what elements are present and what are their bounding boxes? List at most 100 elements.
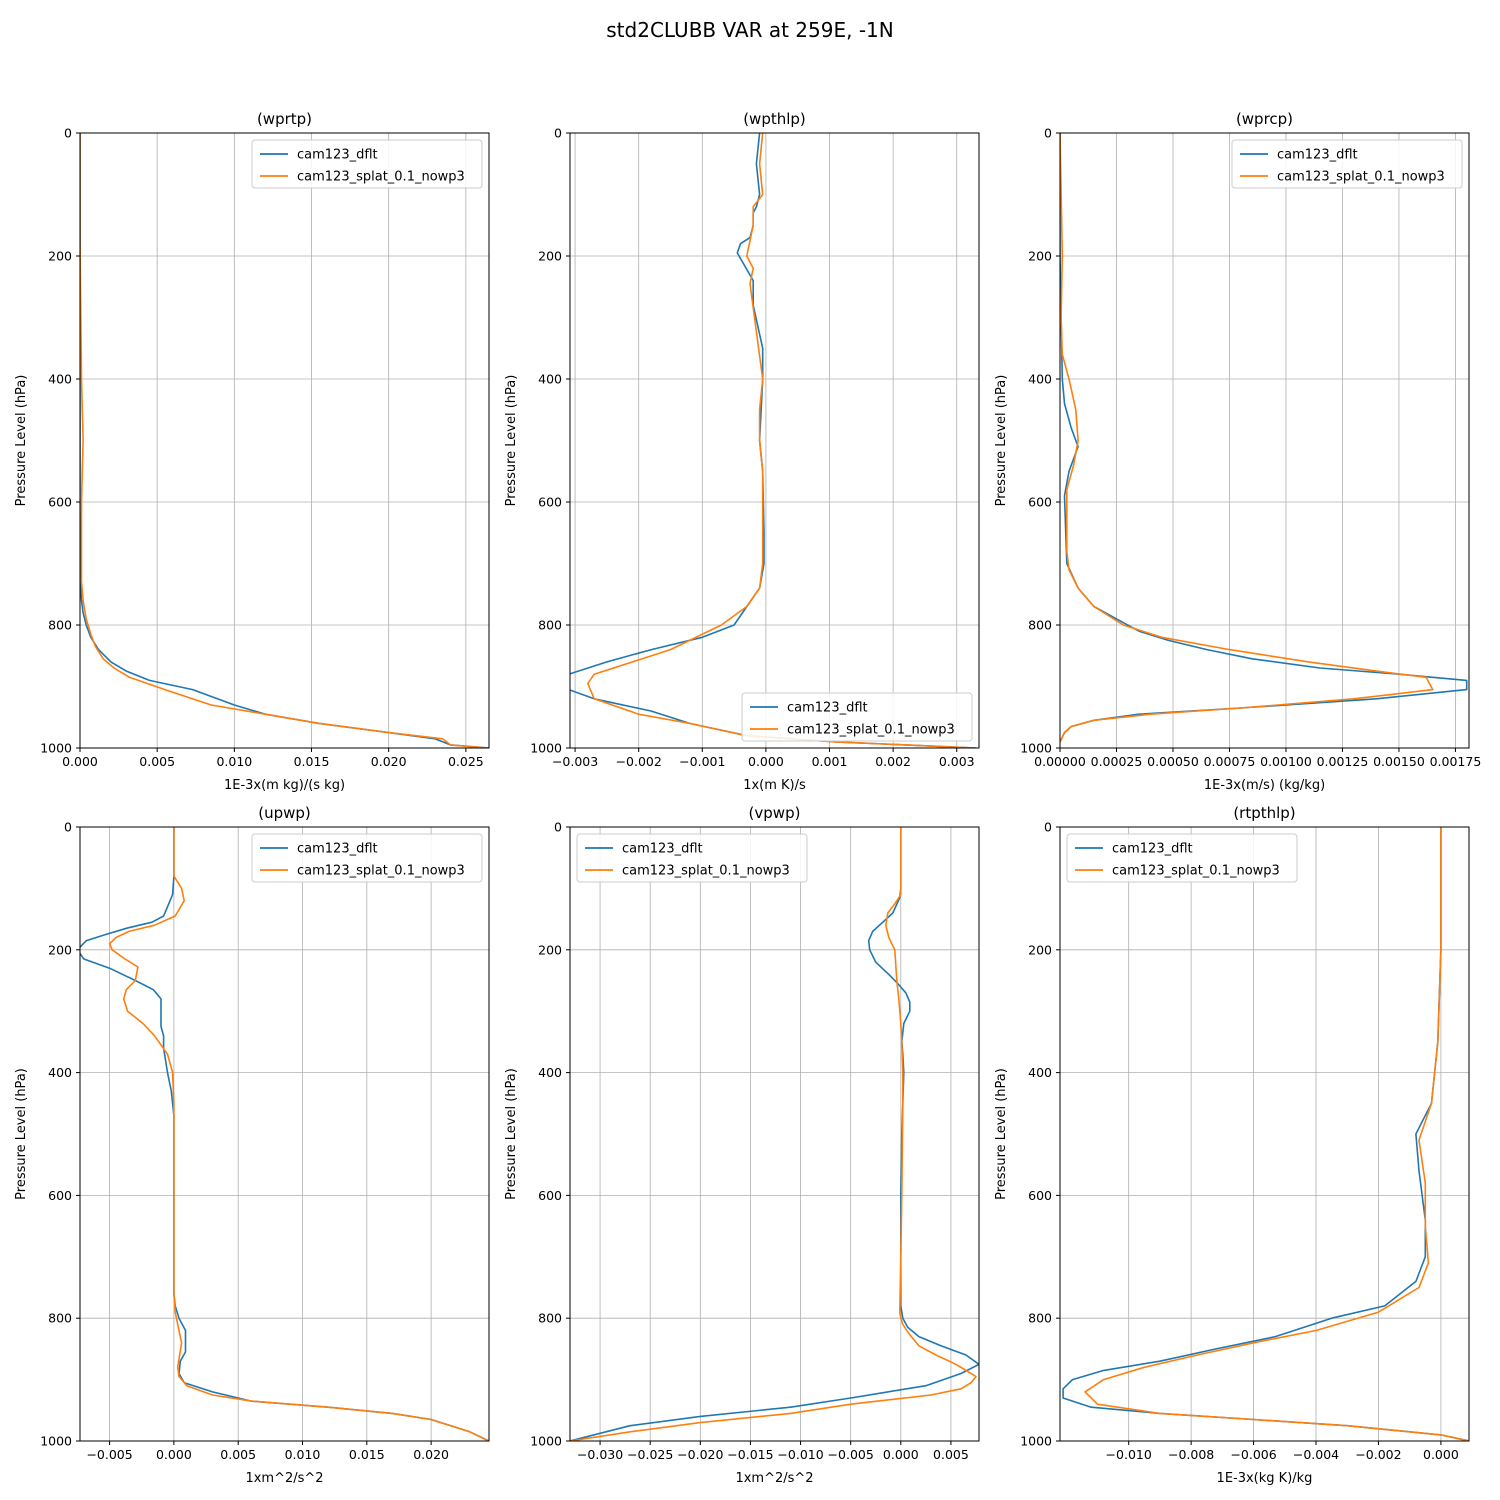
x-tick-label: 0.00150 [1373,754,1425,769]
x-tick-label: 0.001 [812,754,848,769]
x-tick-label: −0.008 [1168,1447,1214,1462]
legend: cam123_dflt cam123_splat_0.1_nowp3 [741,692,973,742]
panel-title: (vpwp) [749,804,801,822]
y-tick-label: 1000 [1020,1434,1052,1449]
x-tick-label: 0.005 [933,1447,969,1462]
x-tick-label: −0.030 [577,1447,623,1462]
x-axis-label: 1xm^2/s^2 [735,1471,813,1486]
series-line-cam123_dflt [1062,827,1469,1441]
x-tick-label: −0.015 [727,1447,773,1462]
x-tick-label: 0.00025 [1091,754,1143,769]
panel-4: −0.005 0.000 0.005 0.010 0.015 0.020 0 200 400 60… [14,804,490,1486]
y-tick-label: 400 [48,1065,72,1080]
legend-label: cam123_splat_0.1_nowp3 [787,723,955,738]
x-axis-label: 1E-3x(m kg)/(s kg) [224,778,345,793]
x-tick-label: −0.025 [627,1447,673,1462]
y-tick-label: 600 [538,495,562,510]
axes-frame [569,826,980,1442]
y-tick-label: 800 [1028,618,1052,633]
x-tick-label: 0.000 [748,754,784,769]
legend-box [741,692,973,742]
y-tick-label: 0 [554,126,562,141]
x-tick-label: 0.00075 [1204,754,1256,769]
x-tick-label: 0.015 [294,754,330,769]
y-tick-label: 1000 [530,1434,562,1449]
panel-2: −0.003 −0.002 −0.001 0.000 0.001 0.002 0.003 0 2… [504,110,980,793]
y-tick-label: 0 [1044,820,1052,835]
x-tick-label: 0.020 [413,1447,449,1462]
legend-box [251,833,483,883]
legend-box [1231,139,1463,189]
x-tick-label: −0.010 [777,1447,823,1462]
x-tick-label: 0.002 [875,754,911,769]
x-tick-label: 0.00175 [1430,754,1482,769]
x-tick-label: −0.003 [552,754,598,769]
axes-frame [1059,826,1470,1442]
x-axis-label: 1xm^2/s^2 [245,1471,323,1486]
legend-label: cam123_splat_0.1_nowp3 [297,170,465,185]
series-line-cam123_splat_0.1_nowp3 [586,133,976,748]
x-tick-label: −0.002 [616,754,662,769]
y-tick-label: 0 [554,820,562,835]
x-tick-label: 0.003 [939,754,975,769]
y-axis-label: Pressure Level (hPa) [504,1068,519,1200]
panel-title: (upwp) [258,804,311,822]
y-tick-label: 600 [1028,495,1052,510]
legend-label: cam123_splat_0.1_nowp3 [1112,864,1280,879]
y-axis-label: Pressure Level (hPa) [14,1068,29,1200]
x-tick-label: 0.000 [1423,1447,1459,1462]
y-tick-label: 400 [538,1065,562,1080]
y-tick-label: 800 [1028,1311,1052,1326]
series-line-cam123_splat_0.1_nowp3 [1060,133,1434,743]
x-tick-label: 0.005 [220,1447,256,1462]
y-tick-label: 800 [538,1311,562,1326]
x-tick-label: −0.005 [86,1447,132,1462]
axes-frame [569,132,980,749]
y-axis-label: Pressure Level (hPa) [504,375,519,507]
panels: 0.000 0.005 0.010 0.015 0.020 0.025 0 200 400 600… [14,110,1481,1486]
panel-5: −0.030 −0.025 −0.020 −0.015 −0.010 −0.005 0.00… [504,804,980,1486]
legend: cam123_dflt cam123_splat_0.1_nowp3 [1066,833,1298,883]
legend-box [1066,833,1298,883]
series-line-cam123_dflt [80,133,489,748]
x-tick-label: 0.015 [349,1447,385,1462]
legend: cam123_dflt cam123_splat_0.1_nowp3 [576,833,808,883]
legend-label: cam123_splat_0.1_nowp3 [297,864,465,879]
x-tick-label: −0.005 [828,1447,874,1462]
y-tick-label: 400 [1028,1065,1052,1080]
series-line-cam123_splat_0.1_nowp3 [80,133,489,748]
x-tick-label: −0.006 [1230,1447,1276,1462]
legend-box [576,833,808,883]
y-tick-label: 800 [48,1311,72,1326]
series-line-cam123_dflt [80,827,489,1441]
x-tick-label: 0.025 [448,754,484,769]
x-tick-label: 0.010 [216,754,252,769]
axes-frame [79,826,490,1442]
x-axis-label: 1E-3x(m/s) (kg/kg) [1204,778,1325,793]
y-tick-label: 200 [48,942,72,957]
y-tick-label: 400 [48,372,72,387]
legend: cam123_dflt cam123_splat_0.1_nowp3 [251,139,483,189]
x-tick-label: 0.000 [62,754,98,769]
panel-1: 0.000 0.005 0.010 0.015 0.020 0.025 0 200 400 600… [14,110,490,793]
y-tick-label: 1000 [40,741,72,756]
y-tick-label: 800 [538,618,562,633]
x-tick-label: −0.020 [677,1447,723,1462]
legend-label: cam123_dflt [787,701,868,716]
x-tick-label: 0.020 [371,754,407,769]
legend-label: cam123_splat_0.1_nowp3 [622,864,790,879]
x-axis-label: 1E-3x(kg K)/kg [1217,1471,1313,1486]
y-tick-label: 200 [1028,942,1052,957]
y-tick-label: 200 [1028,249,1052,264]
y-tick-label: 200 [538,942,562,957]
x-tick-label: 0.000 [156,1447,192,1462]
x-tick-label: −0.004 [1293,1447,1339,1462]
x-tick-label: 0.010 [285,1447,321,1462]
y-tick-label: 400 [1028,372,1052,387]
x-tick-label: 0.00125 [1317,754,1369,769]
y-tick-label: 600 [48,1188,72,1203]
legend: cam123_dflt cam123_splat_0.1_nowp3 [251,833,483,883]
x-tick-label: 0.005 [139,754,175,769]
legend-label: cam123_dflt [297,148,378,163]
